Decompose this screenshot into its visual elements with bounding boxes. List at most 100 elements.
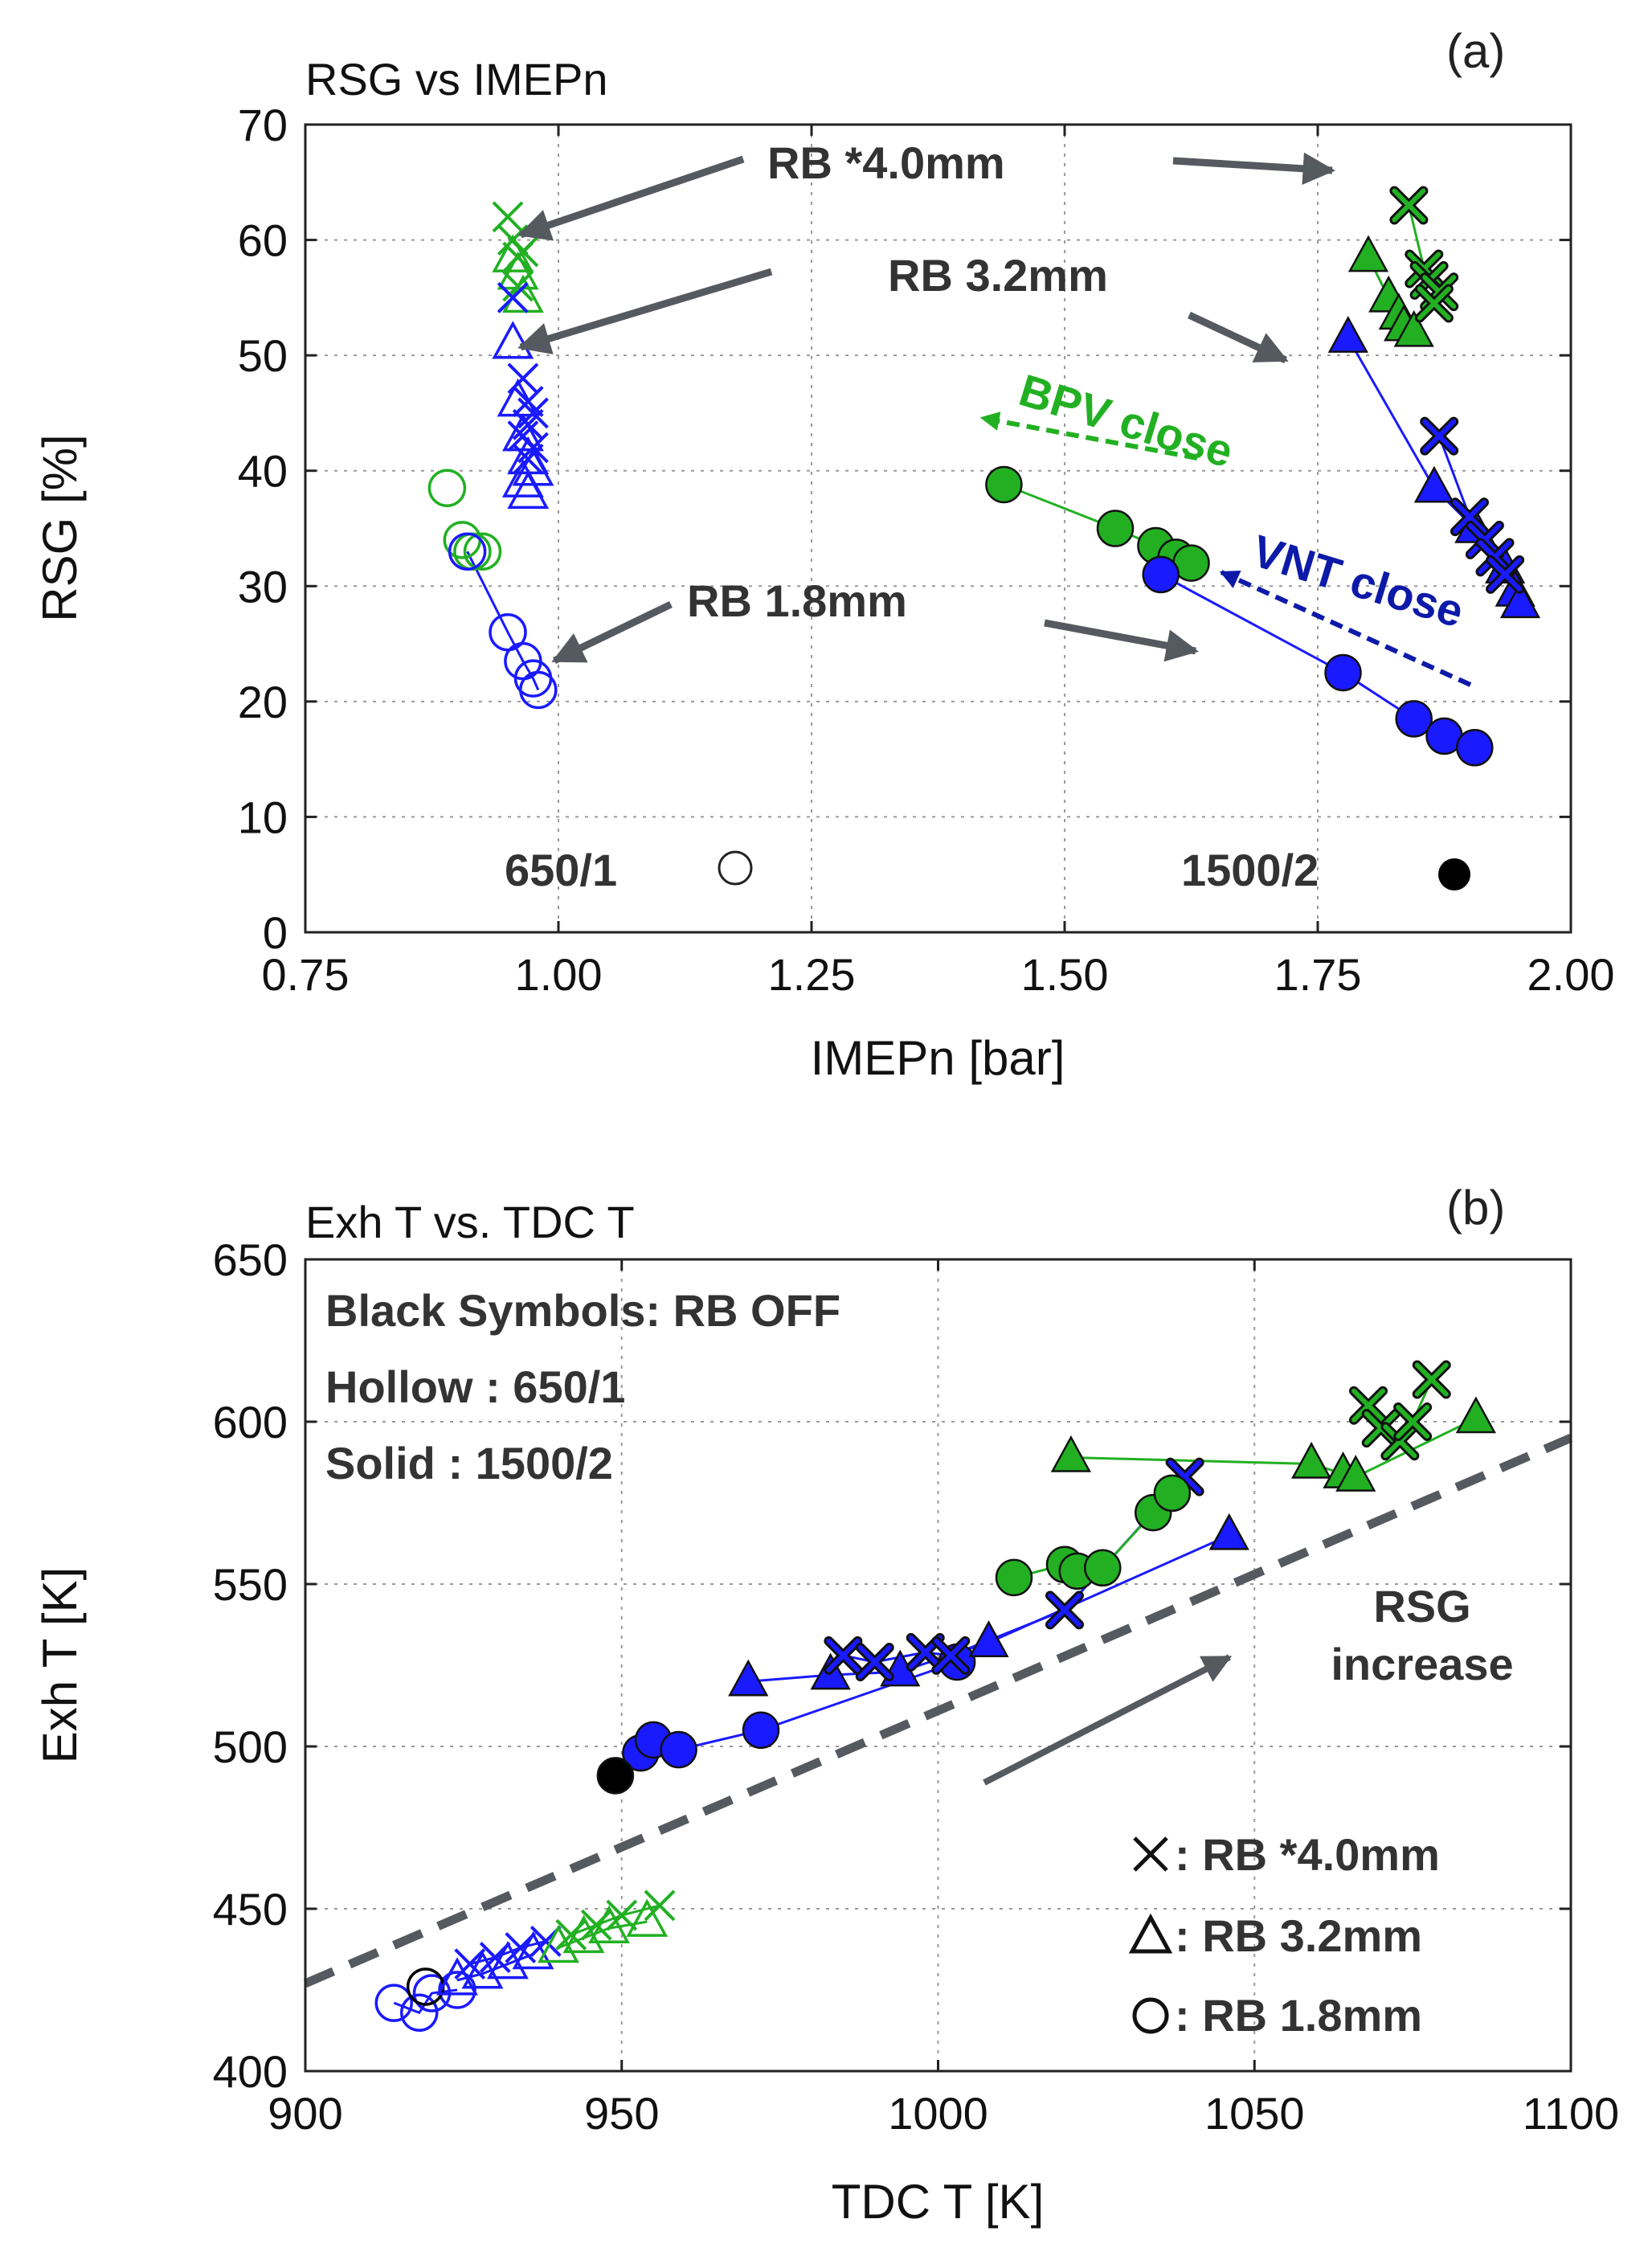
triangle-data-point bbox=[492, 234, 534, 272]
x-tick-label: 1000 bbox=[888, 2088, 988, 2139]
annot-vnt-close: VNT close bbox=[1246, 525, 1469, 637]
panel-a-ylabel: RSG [%] bbox=[33, 434, 87, 621]
y-tick-label: 0 bbox=[263, 907, 288, 958]
cross-data-point bbox=[1450, 497, 1489, 537]
triangle-data-point bbox=[436, 1957, 478, 1996]
cross-data-point bbox=[606, 1899, 638, 1931]
y-tick-label: 450 bbox=[213, 1884, 288, 1934]
cross-data-point bbox=[1475, 538, 1515, 577]
panel-a-data-points bbox=[427, 186, 1541, 767]
y-tick-label: 600 bbox=[213, 1397, 288, 1447]
triangle-data-point bbox=[1499, 581, 1541, 619]
cross-data-point bbox=[497, 281, 529, 313]
cross-data-point bbox=[1486, 555, 1525, 594]
circle-data-point bbox=[596, 1757, 635, 1795]
arrow-vnt-close bbox=[1219, 570, 1472, 687]
series-line bbox=[466, 551, 540, 691]
circle-data-point bbox=[995, 1558, 1033, 1597]
triangle-data-point bbox=[492, 321, 534, 359]
cross-data-point bbox=[1380, 1422, 1420, 1461]
panel-a-ticks: 0.75 1.00 1.25 1.50 1.75 2.00 0 10 20 30 40 50 60 70 bbox=[238, 100, 1615, 1000]
cross-data-point bbox=[1393, 1402, 1433, 1441]
arrow-rb40-left bbox=[517, 155, 745, 241]
legend-triangle-marker bbox=[1128, 1913, 1173, 1954]
panel-a-label: (a) bbox=[1446, 24, 1505, 78]
circle-data-point bbox=[1395, 700, 1433, 738]
y-tick-label: 40 bbox=[238, 446, 288, 497]
x-tick-label: 1.00 bbox=[515, 949, 603, 1000]
legend-label-rb32: : RB 3.2mm bbox=[1175, 1910, 1422, 1961]
annot-650-1: 650/1 bbox=[505, 845, 617, 895]
y-tick-label: 550 bbox=[213, 1559, 288, 1610]
panel-a-chart: (a) RSG vs IMEPn 0.75 1.00 1.25 1.50 1.75 2.0… bbox=[33, 24, 1615, 1085]
triangle-data-point bbox=[1208, 1513, 1249, 1550]
circle-data-point bbox=[519, 670, 558, 710]
y-tick-label: 50 bbox=[238, 330, 288, 381]
triangle-data-point bbox=[1327, 316, 1368, 353]
y-tick-label: 650 bbox=[213, 1234, 288, 1285]
circle-data-point bbox=[1456, 729, 1494, 767]
cross-data-point bbox=[931, 1636, 971, 1675]
circle-data-point bbox=[374, 1984, 413, 2022]
circle-data-point bbox=[985, 465, 1023, 504]
panel-a-plot-frame bbox=[304, 123, 1572, 934]
cross-data-point bbox=[1414, 284, 1454, 323]
legend-circle-marker bbox=[1132, 1997, 1169, 2034]
y-tick-label: 30 bbox=[238, 561, 288, 612]
x-tick-label: 950 bbox=[584, 2088, 659, 2139]
cross-data-point bbox=[824, 1636, 863, 1675]
panel-b-ylabel: Exh T [K] bbox=[33, 1567, 87, 1764]
annot-rsg: RSG bbox=[1373, 1581, 1470, 1631]
annot-rb32: RB 3.2mm bbox=[888, 250, 1108, 301]
triangle-data-point bbox=[588, 1905, 630, 1943]
x-tick-label: 900 bbox=[268, 2088, 342, 2139]
x-tick-label: 1050 bbox=[1204, 2088, 1305, 2139]
cross-data-point bbox=[479, 1942, 511, 1974]
cross-data-point bbox=[555, 1918, 587, 1951]
legend-label-rb40: : RB *4.0mm bbox=[1175, 1829, 1440, 1880]
cross-data-point bbox=[855, 1642, 894, 1681]
legend-cross-marker bbox=[1133, 1836, 1168, 1872]
triangle-data-point bbox=[968, 1620, 1009, 1657]
panel-b-legend: : RB *4.0mm : RB 3.2mm : RB 1.8mm bbox=[1128, 1829, 1440, 2041]
annot-rb40: RB *4.0mm bbox=[767, 137, 1005, 188]
note-hollow: Hollow : 650/1 bbox=[325, 1361, 625, 1412]
x-tick-label: 1.25 bbox=[768, 949, 856, 1000]
arrow-rsg-increase bbox=[983, 1654, 1233, 1786]
y-tick-label: 500 bbox=[213, 1722, 288, 1772]
triangle-data-point bbox=[507, 470, 550, 510]
y-tick-label: 20 bbox=[238, 677, 288, 727]
x-tick-label: 1.50 bbox=[1021, 949, 1109, 1000]
circle-data-point bbox=[1153, 1474, 1192, 1513]
circle-data-point bbox=[1084, 1549, 1122, 1587]
arrow-rb18-right bbox=[1044, 619, 1199, 662]
legend-label-rb18: : RB 1.8mm bbox=[1175, 1990, 1422, 2041]
annot-increase: increase bbox=[1331, 1639, 1513, 1689]
circle-data-point bbox=[400, 1993, 439, 2033]
legend-marker-hollow bbox=[718, 850, 753, 886]
cross-data-point bbox=[1349, 1386, 1388, 1425]
annot-1500-2: 1500/2 bbox=[1181, 845, 1319, 895]
circle-data-point bbox=[1142, 555, 1180, 594]
circle-data-point bbox=[448, 532, 487, 571]
triangle-data-point bbox=[1335, 1455, 1376, 1492]
arrow-rb18-left bbox=[551, 600, 673, 665]
circle-data-point bbox=[742, 1711, 780, 1750]
panel-b-chart: (b) Exh T vs. TDC T 900 950 1000 1050 1100 40… bbox=[33, 1181, 1619, 2229]
cross-data-point bbox=[644, 1889, 676, 1922]
cross-data-point bbox=[517, 397, 549, 429]
panel-b-xlabel: TDC T [K] bbox=[832, 2175, 1045, 2229]
cross-data-point bbox=[1420, 416, 1459, 456]
circle-data-point bbox=[427, 469, 467, 507]
series-line bbox=[393, 1988, 458, 2015]
panel-b-title: Exh T vs. TDC T bbox=[305, 1197, 635, 1247]
cross-data-point bbox=[1412, 1360, 1451, 1399]
triangle-data-point bbox=[1393, 309, 1434, 347]
rsg-reference-line bbox=[303, 1434, 1573, 1988]
triangle-data-point bbox=[728, 1659, 769, 1697]
series-line bbox=[748, 1534, 1230, 1683]
circle-data-point bbox=[1324, 653, 1362, 692]
x-tick-label: 1.75 bbox=[1274, 949, 1362, 1000]
triangle-data-point bbox=[1413, 465, 1455, 503]
